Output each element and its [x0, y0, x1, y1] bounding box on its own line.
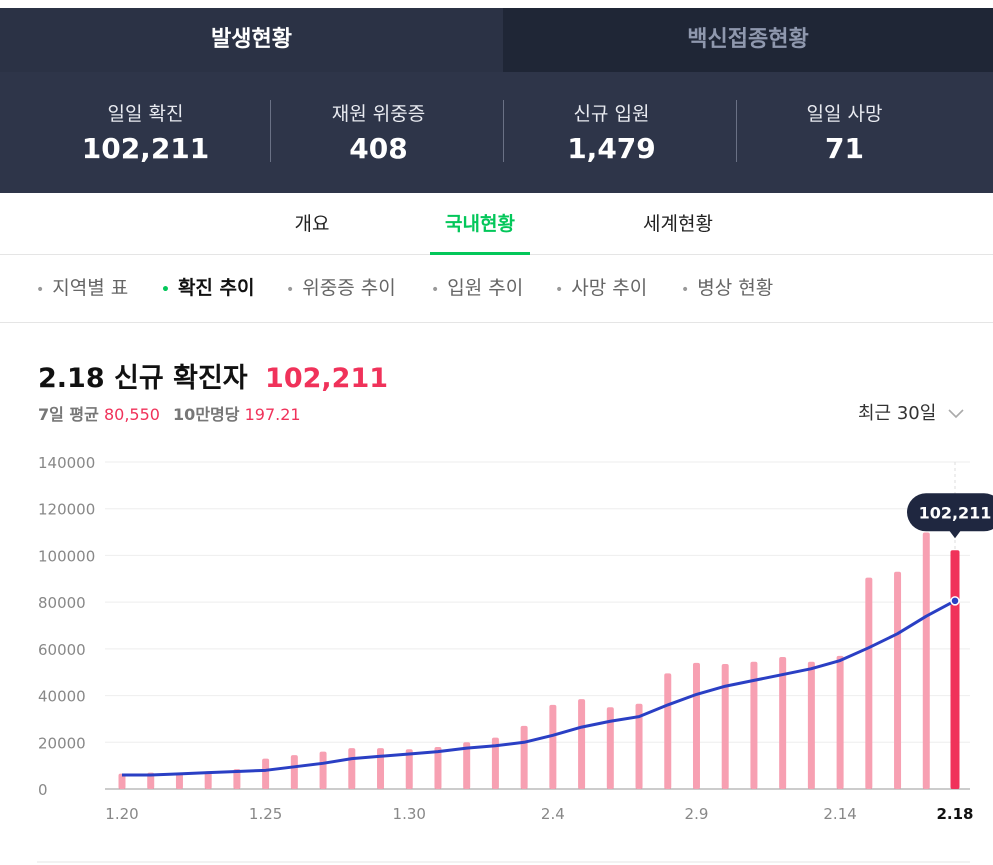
stat-label: 재원 위중증 — [331, 103, 426, 125]
avg-label: 7일 평균 — [38, 405, 99, 424]
avg-value: 80,550 — [103, 405, 160, 424]
range: 최근 30일 — [858, 403, 937, 424]
stats-panel — [0, 72, 993, 193]
y-tick-label: 120000 — [38, 501, 95, 519]
bar — [807, 661, 815, 789]
x-tick-label: 2.9 — [685, 805, 709, 823]
x-tick-label: 1.25 — [249, 805, 282, 823]
nav-tab[interactable]: 세계현황 — [643, 213, 713, 235]
y-tick-label: 20000 — [38, 734, 86, 752]
sub-tab[interactable]: 병상 현황 — [681, 270, 773, 308]
bar — [262, 758, 270, 789]
bar — [922, 532, 930, 789]
chart-title: 2.18 신규 확진자 102,211 — [38, 356, 388, 395]
stat-divider — [503, 100, 504, 162]
sub-tab[interactable]: 위중증 추이 — [286, 270, 395, 308]
bar — [750, 661, 758, 789]
stat-value: 1,479 — [567, 132, 656, 165]
bar — [118, 773, 126, 789]
x-tick-label: 2.4 — [541, 805, 565, 823]
bar — [779, 657, 787, 789]
bar — [950, 550, 960, 789]
date: 2.18 — [38, 363, 105, 394]
tooltip-pointer — [949, 530, 961, 539]
line-marker — [950, 596, 960, 606]
sub-tab[interactable]: 지역별 표 — [36, 270, 128, 308]
bar — [463, 742, 471, 789]
stat-label: 신규 입원 — [573, 103, 650, 125]
stat-divider — [270, 100, 271, 162]
bar — [520, 725, 528, 789]
per-value: 197.21 — [244, 405, 301, 424]
stat: 일일 사망 71 — [728, 72, 961, 193]
chevron — [948, 409, 964, 419]
y-tick-label: 140000 — [38, 454, 95, 472]
bar — [635, 703, 643, 789]
line — [122, 599, 956, 777]
bar — [204, 771, 212, 789]
title: 신규 확진자 — [114, 363, 248, 394]
x-tick-label: 2.18 — [936, 805, 973, 823]
y-tick-label: 0 — [38, 781, 48, 799]
stat-value: 408 — [349, 132, 408, 165]
stat: 재원 위중증 408 — [262, 72, 495, 193]
chart: 0 20000 40000 60000 80000 100000 120000 140000 1… — [37, 454, 993, 863]
bar — [175, 772, 183, 789]
bar — [147, 772, 155, 789]
stat-value: 102,211 — [81, 132, 210, 165]
tooltip-label: 102,211 — [919, 503, 992, 522]
bar — [721, 664, 729, 789]
nav-tab[interactable]: 국내현황 — [430, 193, 530, 255]
y-tick-label: 100000 — [38, 547, 95, 565]
sub-tab[interactable]: 입원 추이 — [431, 270, 523, 308]
bar — [894, 571, 902, 789]
stat-label: 일일 사망 — [806, 103, 883, 125]
divider — [0, 322, 993, 323]
bar — [491, 737, 499, 789]
stat: 신규 입원 1,479 — [495, 72, 728, 193]
bar — [836, 655, 844, 789]
bar — [664, 673, 672, 789]
stat-value: 71 — [825, 132, 864, 165]
bar — [377, 748, 385, 789]
bar — [865, 577, 873, 789]
stat-label: 일일 확진 — [107, 103, 184, 125]
bar — [348, 748, 356, 789]
y-tick-label: 80000 — [38, 594, 86, 612]
tooltip-box — [907, 493, 993, 532]
x-tick-label: 1.30 — [393, 805, 426, 823]
sub-tab[interactable]: 사망 추이 — [555, 270, 647, 308]
y-tick-label: 40000 — [38, 688, 86, 706]
bar — [233, 769, 241, 789]
x-tick-label: 1.20 — [105, 805, 138, 823]
bar — [405, 749, 413, 789]
bar — [319, 751, 327, 789]
x-tick-label: 2.14 — [823, 805, 856, 823]
tab[interactable]: 발생현황 — [0, 8, 503, 72]
stat: 일일 확진 102,211 — [29, 72, 262, 193]
nav-tab[interactable]: 개요 — [294, 213, 330, 235]
count: 102,211 — [265, 363, 389, 394]
bar — [692, 662, 700, 789]
bar — [290, 755, 298, 789]
y-tick-label: 60000 — [38, 641, 86, 659]
bar — [606, 707, 614, 789]
stat-divider — [736, 100, 737, 162]
tooltip: 102,211 — [907, 493, 993, 539]
per-label: 10만명당 — [173, 405, 240, 424]
chart-subtitle: 7일 평균 80,550 10만명당 197.21 — [38, 401, 301, 425]
bar — [549, 704, 557, 789]
bar — [578, 699, 586, 789]
range-select[interactable]: 최근 30일 — [858, 399, 964, 425]
bar — [434, 746, 442, 789]
tab[interactable]: 백신접종현황 — [503, 8, 993, 72]
sub-tab[interactable]: 확진 추이 — [161, 270, 255, 308]
